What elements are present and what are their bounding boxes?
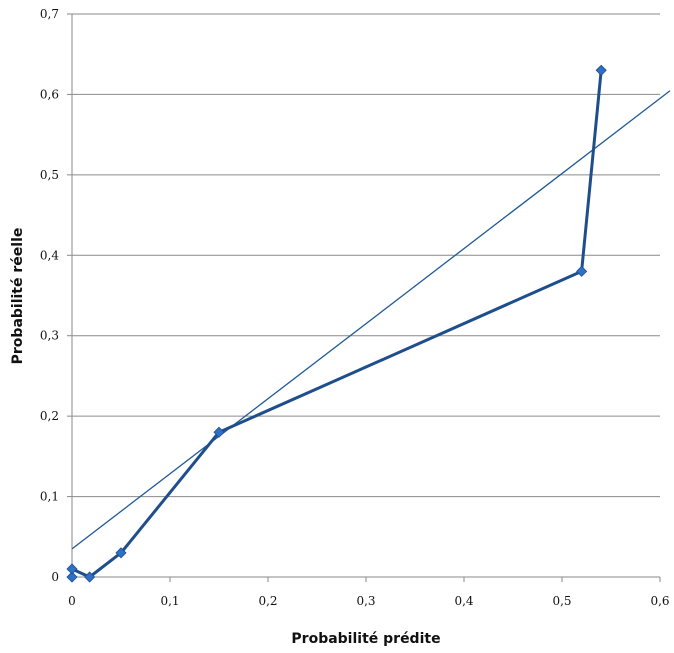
data-point [576, 265, 588, 277]
data-point [213, 426, 225, 438]
y-tick-label: 0,7 [40, 7, 59, 21]
y-tick-label: 0,3 [40, 329, 59, 343]
data-point [115, 547, 127, 559]
series-line [70, 70, 603, 579]
data-point [595, 64, 607, 76]
x-tick-label: 0,4 [454, 594, 473, 608]
axes [67, 13, 661, 582]
series-layer [66, 64, 607, 583]
y-tick-label: 0,1 [40, 490, 59, 504]
trendline [71, 90, 671, 550]
y-tick-label: 0 [51, 570, 59, 584]
data-point [66, 571, 78, 583]
x-tick-label: 0,3 [356, 594, 375, 608]
y-tick-label: 0,6 [40, 87, 59, 101]
data-point [66, 563, 78, 575]
tick-labels: 0 0,1 0,2 0,3 0,4 0,5 0,6 0,7 0 0,1 0,2 0,3 0,4 0,5 0,… [40, 7, 670, 608]
y-tick-label: 0,4 [40, 248, 59, 262]
x-tick-label: 0,1 [160, 594, 179, 608]
y-tick-label: 0,5 [40, 168, 59, 182]
x-tick-label: 0,6 [650, 594, 669, 608]
gridlines [72, 13, 660, 498]
x-tick-label: 0 [68, 594, 76, 608]
x-tick-label: 0,2 [258, 594, 277, 608]
data-point [84, 571, 96, 583]
x-tick-label: 0,5 [552, 594, 571, 608]
y-axis-title: Probabilité réelle [10, 228, 26, 365]
x-axis-title: Probabilité prédite [291, 631, 440, 647]
y-tick-label: 0,2 [40, 409, 59, 423]
trendline-layer [71, 90, 671, 550]
